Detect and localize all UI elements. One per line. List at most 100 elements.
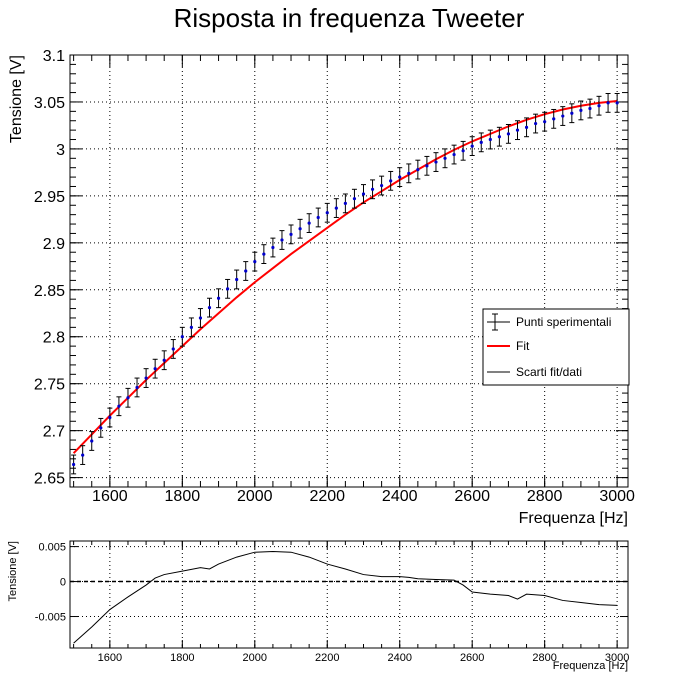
- data-marker: [262, 252, 266, 256]
- data-marker: [289, 232, 293, 236]
- main-x-tick-label: 2000: [237, 488, 273, 505]
- data-marker: [171, 347, 175, 351]
- data-marker: [72, 462, 76, 467]
- data-point: [288, 224, 294, 245]
- data-marker: [497, 135, 501, 139]
- data-point: [614, 93, 620, 113]
- residuals-plot-ticks: [70, 541, 628, 648]
- data-point: [197, 308, 203, 328]
- data-marker: [207, 306, 212, 310]
- fit-line-layer: [72, 100, 618, 454]
- data-point: [569, 103, 575, 124]
- main-x-tick-label: 1800: [165, 488, 201, 505]
- data-marker: [515, 128, 520, 132]
- main-y-tick-label: 2.75: [34, 377, 65, 394]
- data-points-layer: [71, 93, 620, 475]
- main-x-axis-title: Frequenza [Hz]: [519, 510, 628, 527]
- data-point: [243, 261, 249, 281]
- data-point: [596, 95, 602, 116]
- main-x-tick-label: 2600: [454, 488, 490, 505]
- legend-item-residuals: Scarti fit/dati: [487, 365, 582, 379]
- data-point: [306, 213, 312, 233]
- residuals-x-axis-title: Frequenza [Hz]: [553, 660, 628, 672]
- data-point: [234, 269, 240, 290]
- data-point: [496, 126, 502, 147]
- residuals-x-tick-label: 2600: [460, 652, 484, 664]
- residuals-line-layer: [73, 550, 618, 644]
- data-point: [252, 251, 258, 272]
- data-point: [406, 163, 412, 184]
- data-point: [424, 155, 430, 176]
- data-marker: [180, 335, 184, 339]
- data-point: [351, 188, 357, 209]
- data-marker: [470, 144, 474, 148]
- data-point: [279, 230, 285, 250]
- main-x-tick-label: 2800: [527, 488, 563, 505]
- data-marker: [461, 149, 465, 153]
- data-marker: [144, 376, 148, 380]
- main-y-tick-label: 2.7: [43, 424, 65, 441]
- data-marker: [570, 111, 574, 115]
- data-marker: [452, 152, 456, 157]
- data-point: [207, 297, 212, 318]
- data-marker: [235, 277, 239, 282]
- data-marker: [588, 106, 592, 111]
- main-y-axis-title: Tensione [V]: [8, 55, 25, 143]
- data-marker: [398, 175, 402, 179]
- data-point: [587, 98, 593, 119]
- data-marker: [325, 211, 329, 215]
- main-y-tick-label: 3.05: [34, 95, 65, 112]
- data-point: [542, 111, 548, 132]
- main-x-tick-labels: 1600 1800 2000 2200 2400 2600 2800 3000: [92, 488, 635, 505]
- fit-line: [72, 100, 618, 454]
- data-marker: [552, 117, 556, 121]
- data-point: [324, 202, 330, 223]
- data-point: [134, 377, 140, 398]
- legend: Punti sperimentali Fit Scarti fit/dati: [482, 308, 630, 386]
- data-point: [560, 106, 566, 126]
- data-point: [342, 193, 348, 214]
- data-marker: [434, 160, 438, 164]
- data-marker: [488, 137, 492, 142]
- residuals-x-tick-label: 2000: [243, 652, 267, 664]
- data-marker: [162, 358, 166, 362]
- residuals-y-axis-title: Tensione [V]: [7, 541, 19, 602]
- data-point: [80, 445, 86, 465]
- residuals-line: [73, 550, 618, 644]
- main-plot-panel: 1600 1800 2000 2200 2400 2600 2800 3000 2.65 2.7…: [8, 48, 635, 527]
- data-point: [370, 179, 376, 200]
- residuals-y-tick-label: 0.005: [38, 542, 66, 554]
- data-marker: [126, 396, 130, 400]
- data-point: [170, 339, 176, 359]
- residuals-x-tick-label: 1600: [98, 652, 122, 664]
- legend-label-fit: Fit: [516, 339, 530, 353]
- main-y-tick-label: 2.65: [34, 471, 65, 488]
- residuals-x-tick-label: 2800: [532, 652, 556, 664]
- data-marker: [561, 114, 565, 118]
- residuals-plot-frame: [69, 540, 629, 649]
- data-marker: [189, 325, 193, 329]
- data-marker: [370, 187, 375, 191]
- data-marker: [534, 121, 538, 126]
- data-point: [179, 326, 185, 347]
- data-marker: [524, 125, 529, 129]
- data-point: [551, 108, 557, 129]
- data-marker: [479, 140, 483, 144]
- data-point: [533, 113, 539, 134]
- data-marker: [352, 197, 357, 201]
- residuals-x-tick-label: 2200: [315, 652, 339, 664]
- data-point: [478, 132, 484, 153]
- main-y-tick-labels: 2.65 2.7 2.75 2.8 2.85 2.9 2.95 3 3.05 3.1: [34, 48, 65, 488]
- main-x-tick-label: 3000: [599, 488, 635, 505]
- data-point: [225, 278, 231, 299]
- data-marker: [198, 316, 203, 320]
- data-point: [487, 129, 493, 150]
- residuals-x-tick-label: 3000: [605, 652, 629, 664]
- main-y-tick-label: 2.85: [34, 283, 65, 300]
- residuals-y-tick-label: 0: [60, 577, 66, 589]
- data-point: [469, 136, 475, 156]
- residuals-y-tick-labels: 0.005 0 -0.005: [35, 542, 66, 624]
- data-marker: [244, 269, 248, 273]
- data-marker: [416, 167, 420, 172]
- data-marker: [389, 179, 393, 183]
